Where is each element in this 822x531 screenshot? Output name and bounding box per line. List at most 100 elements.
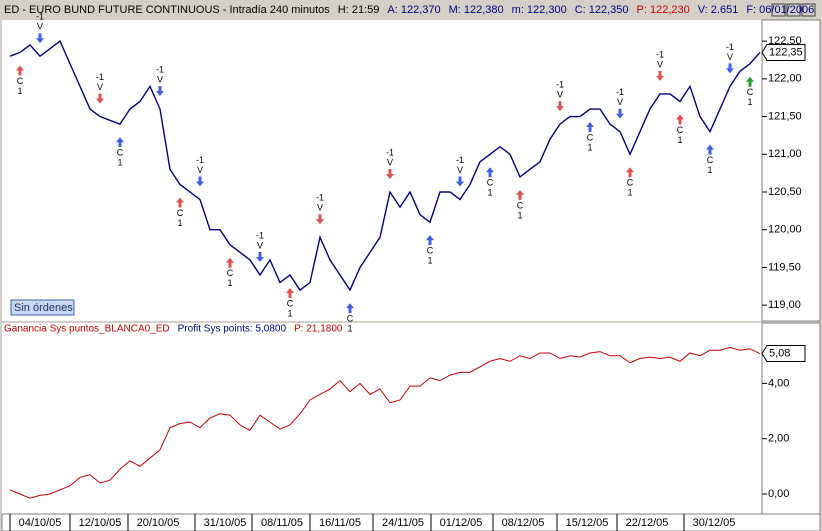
- signal-arrow: [196, 176, 204, 187]
- signal-label: V: [197, 165, 203, 175]
- y-tick-label: 4,00: [768, 377, 789, 389]
- signal-label: -1: [726, 42, 734, 52]
- signal-arrow: [386, 169, 394, 179]
- signal-arrow: [226, 257, 234, 268]
- signal-arrow: [156, 86, 164, 97]
- header-text: H: 21:59: [338, 4, 380, 16]
- signal-label: C: [17, 76, 24, 86]
- header-text: V: 2.651: [698, 4, 739, 16]
- x-tick-label: 22/12/05: [626, 517, 669, 529]
- close-button[interactable]: [801, 3, 816, 17]
- signal-arrow: [626, 167, 634, 178]
- header-text: M: 122,380: [449, 4, 504, 16]
- signal-label: 1: [287, 308, 292, 318]
- signal-label: V: [157, 74, 163, 84]
- signal-label: 1: [227, 278, 232, 288]
- signal-label: C: [287, 298, 294, 308]
- y-tick-label: 120,00: [768, 224, 802, 236]
- x-tick-label: 31/10/05: [204, 517, 247, 529]
- header-text: P: 122,230: [637, 4, 690, 16]
- x-tick-label: 04/10/05: [19, 517, 62, 529]
- y-tick-label: 119,50: [768, 261, 801, 273]
- signal-label: -1: [36, 12, 44, 22]
- signal-label: C: [747, 87, 754, 97]
- signal-label: V: [557, 89, 563, 99]
- price-axis: [761, 19, 821, 322]
- signal-arrow: [346, 303, 354, 314]
- signal-label: 1: [587, 142, 592, 152]
- panel-title: Ganancia Sys puntos_BLANCA0_ED: [4, 324, 170, 335]
- signal-arrow: [746, 76, 754, 87]
- signal-label: -1: [386, 147, 394, 157]
- signal-label: V: [317, 203, 323, 213]
- signal-arrow: [676, 114, 684, 125]
- x-tick-label: 12/10/05: [79, 517, 122, 529]
- signal-label: C: [227, 268, 234, 278]
- signal-arrow: [116, 137, 124, 148]
- signal-label: C: [427, 246, 434, 256]
- signal-label: -1: [256, 230, 264, 240]
- signal-label: V: [727, 52, 733, 62]
- y-tick-label: 2,00: [768, 433, 789, 445]
- signal-arrow: [316, 214, 324, 225]
- maximize-button[interactable]: [786, 3, 801, 17]
- y-tick-label: 119,00: [768, 299, 801, 311]
- last-value-label: 5,08: [769, 347, 790, 359]
- signal-label: C: [347, 313, 354, 323]
- signal-label: -1: [96, 72, 104, 82]
- signal-label: 1: [517, 210, 522, 220]
- x-tick-label: 20/10/05: [137, 517, 180, 529]
- header-text: C: 122,350: [575, 4, 629, 16]
- x-tick-label: 24/11/05: [382, 517, 424, 529]
- signal-arrow: [426, 235, 434, 246]
- x-tick-label: 30/12/05: [693, 517, 736, 529]
- header-text: ED - EURO BUND FUTURE CONTINUOUS - Intra…: [4, 4, 330, 16]
- y-tick-label: 121,00: [768, 148, 802, 160]
- signal-arrow: [726, 63, 734, 74]
- signal-arrow: [96, 93, 104, 104]
- signal-label: C: [707, 155, 714, 165]
- signal-label: -1: [456, 155, 464, 165]
- signal-label: 1: [117, 157, 122, 167]
- header: ED - EURO BUND FUTURE CONTINUOUS - Intra…: [4, 4, 814, 16]
- signal-label: 1: [747, 97, 752, 107]
- last-value-box: [761, 345, 806, 363]
- signal-arrow: [586, 122, 594, 133]
- signal-arrow: [286, 287, 294, 298]
- minimize-button[interactable]: [771, 3, 786, 17]
- series-line: [9, 40, 761, 292]
- signal-arrow: [16, 65, 24, 76]
- signal-arrow: [656, 70, 664, 81]
- signal-label: 1: [487, 188, 492, 198]
- signal-label: -1: [196, 155, 204, 165]
- y-tick-label: 0,00: [768, 488, 789, 500]
- signal-label: C: [517, 200, 524, 210]
- signal-label: -1: [556, 79, 564, 89]
- y-tick-label: 121,50: [768, 110, 802, 122]
- orders-button[interactable]: [10, 299, 75, 316]
- signal-arrow: [486, 167, 494, 178]
- signal-arrow: [456, 176, 464, 187]
- signal-arrow: [176, 197, 184, 208]
- y-tick-label: 120,50: [768, 186, 802, 198]
- last-value-box: [761, 43, 806, 61]
- y-tick-label: 122,00: [768, 73, 802, 85]
- signal-arrow: [616, 108, 624, 119]
- signal-label: V: [257, 240, 263, 250]
- price-panel: [2, 20, 762, 321]
- signal-label: V: [457, 165, 463, 175]
- last-value-label: 122,35: [769, 46, 803, 58]
- signal-label: C: [117, 147, 124, 157]
- signal-label: V: [37, 22, 43, 32]
- signal-label: V: [387, 157, 393, 167]
- x-tick-label: 08/11/05: [261, 517, 303, 529]
- orders-button-label[interactable]: Sin órdenes: [14, 302, 73, 314]
- header-text: F: 06/01/2006: [746, 4, 814, 16]
- signal-label: V: [97, 82, 103, 92]
- signal-label: C: [677, 125, 684, 135]
- signal-label: -1: [156, 64, 164, 74]
- signal-arrow: [706, 144, 714, 155]
- signal-arrow: [256, 251, 264, 262]
- panel-subtitle: Profit Sys points: 5,0800: [178, 324, 287, 335]
